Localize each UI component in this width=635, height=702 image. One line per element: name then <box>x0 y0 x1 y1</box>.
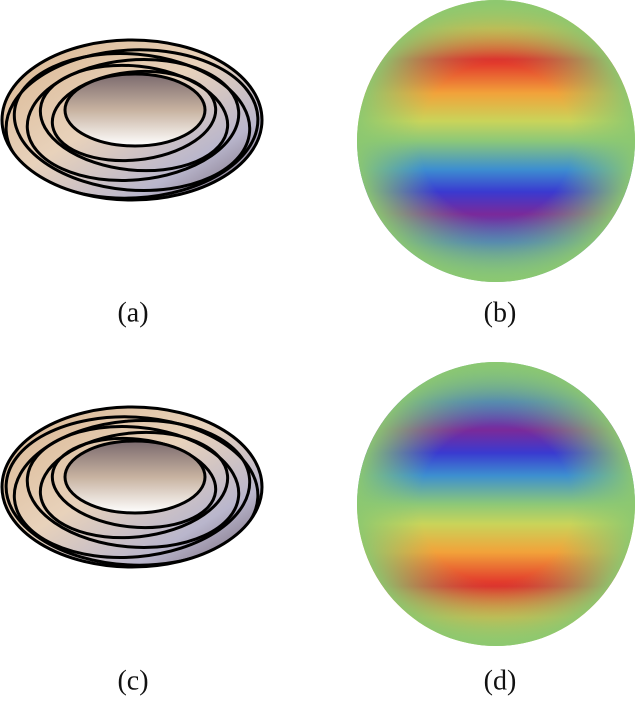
disk-d <box>357 362 635 646</box>
panel-label: (b) <box>484 297 517 328</box>
torus-c <box>0 405 264 569</box>
panel-label: (d) <box>484 665 517 696</box>
panel-label: (a) <box>117 297 148 328</box>
panel-label: (c) <box>117 665 148 696</box>
torus-a <box>0 38 264 202</box>
disk-b <box>357 0 635 282</box>
